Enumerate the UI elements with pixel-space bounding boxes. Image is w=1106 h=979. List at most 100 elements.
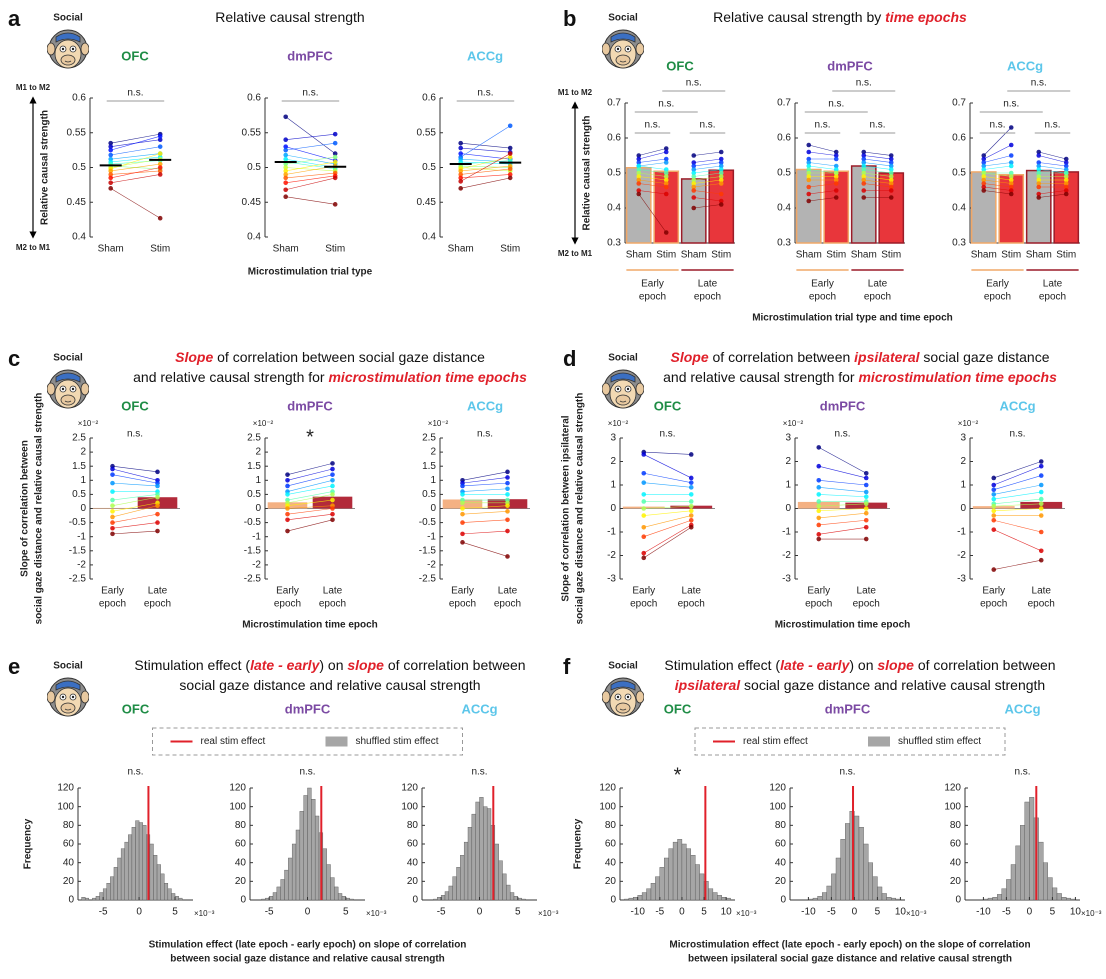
subject-line xyxy=(693,197,722,202)
subject-line xyxy=(983,165,1012,170)
y-tick-label: 0.5 xyxy=(777,168,791,179)
subject-line xyxy=(462,482,508,487)
comparison-label: n.s. xyxy=(127,88,143,99)
x-tick-label: Late xyxy=(148,586,168,597)
histogram-bar xyxy=(817,896,823,901)
subject-dot xyxy=(108,175,113,181)
subject-dot xyxy=(108,147,113,153)
monkey-icon xyxy=(602,369,644,409)
subject-dot xyxy=(332,140,338,146)
y-tick-label: -1 xyxy=(77,531,86,542)
histogram-bar xyxy=(178,897,183,901)
significance-label: n.s. xyxy=(839,767,855,778)
x-tick-label: epoch xyxy=(980,599,1007,610)
histogram-bar xyxy=(672,841,678,901)
subject-dot xyxy=(1063,167,1069,172)
subject-label: Social xyxy=(608,353,638,364)
subject-line xyxy=(993,508,1042,512)
subject-line xyxy=(993,529,1042,552)
chart-title: dmPFC xyxy=(287,398,333,413)
histogram-bar xyxy=(322,848,327,901)
x-scale-label: ×10⁻³ xyxy=(1081,909,1102,918)
histogram-bar xyxy=(1020,825,1026,901)
subject-dot xyxy=(663,191,669,197)
subject-dot xyxy=(636,156,642,162)
histogram-bar xyxy=(106,883,111,901)
y-tick-label: 0 xyxy=(240,895,246,906)
title-segment: Relative causal strength xyxy=(215,9,364,25)
title-segment: slope xyxy=(877,657,914,673)
x-tick-label: epoch xyxy=(144,599,171,610)
subject-label: Social xyxy=(53,353,83,364)
histogram-bar xyxy=(117,857,122,901)
histogram-bar xyxy=(521,898,526,901)
subject-dot xyxy=(641,513,647,518)
x-tick-label: Stim xyxy=(711,250,731,261)
y-tick-label: -1 xyxy=(252,531,261,542)
y-axis-label: Frequency xyxy=(573,818,584,869)
subject-dot xyxy=(1036,167,1042,172)
subject-line xyxy=(808,151,837,156)
subject-dot xyxy=(1038,506,1044,511)
significance-label: n.s. xyxy=(471,767,487,778)
x-tick-label: Stim xyxy=(1056,250,1076,261)
y-axis-label: social gaze distance and relative causal… xyxy=(575,393,586,625)
subject-dot xyxy=(285,492,290,497)
x-scale-label: ×10⁻³ xyxy=(538,909,559,918)
subject-line xyxy=(460,177,511,189)
subject-line xyxy=(863,155,892,160)
y-tick-label: -1.5 xyxy=(419,545,437,556)
x-tick-label: Late xyxy=(682,586,702,597)
y-tick-label: -2 xyxy=(252,560,261,571)
histogram-bar xyxy=(987,897,993,901)
histogram-bar xyxy=(124,841,129,901)
y-tick-label: 1.5 xyxy=(247,461,261,472)
subject-dot xyxy=(816,485,822,490)
subject-line xyxy=(643,482,692,488)
subject-line xyxy=(1038,162,1067,167)
subject-dot xyxy=(888,195,894,200)
subject-line xyxy=(693,162,722,167)
subject-dot xyxy=(663,167,669,172)
subject-line xyxy=(287,485,333,495)
y-tick-label: 0.4 xyxy=(422,232,436,243)
subject-dot xyxy=(663,170,669,176)
chart-title: ACCg xyxy=(1004,701,1040,716)
subject-line xyxy=(112,502,158,512)
subject-dot xyxy=(636,177,642,183)
y-tick-label: -2 xyxy=(957,550,966,561)
y-tick-label: 20 xyxy=(775,876,787,887)
panel-title: Stimulation effect (late - early) on slo… xyxy=(664,657,1055,673)
y-tick-label: 0.4 xyxy=(607,203,621,214)
subject-line xyxy=(808,197,837,202)
y-tick-label: 0.5 xyxy=(422,489,436,500)
y-tick-label: 0.6 xyxy=(247,93,261,104)
subject-dot xyxy=(688,517,694,523)
subject-dot xyxy=(110,472,115,477)
subject-line xyxy=(1038,190,1067,195)
comparison-label: n.s. xyxy=(869,120,885,131)
group-label: epoch xyxy=(694,292,721,303)
subject-dot xyxy=(981,153,987,158)
subject-dot xyxy=(833,174,839,179)
subject-line xyxy=(693,169,722,174)
subject-dot xyxy=(833,167,839,172)
histogram-bar xyxy=(171,893,176,901)
subject-line xyxy=(460,168,511,175)
subject-dot xyxy=(1038,459,1044,464)
subject-dot xyxy=(636,167,642,172)
y-tick-label: 0.5 xyxy=(422,162,436,173)
histogram-bar xyxy=(895,898,901,901)
x-tick-label: epoch xyxy=(630,599,657,610)
subject-dot xyxy=(861,149,867,155)
subject-dot xyxy=(1008,125,1014,130)
subject-dot xyxy=(110,509,115,514)
significance-label: n.s. xyxy=(299,767,315,778)
group-label: Late xyxy=(868,279,888,290)
subject-dot xyxy=(691,181,697,186)
subject-dot xyxy=(888,174,894,179)
subject-dot xyxy=(641,492,647,497)
y-tick-label: -3 xyxy=(782,574,791,585)
subject-dot xyxy=(641,480,647,485)
subject-line xyxy=(863,169,892,174)
